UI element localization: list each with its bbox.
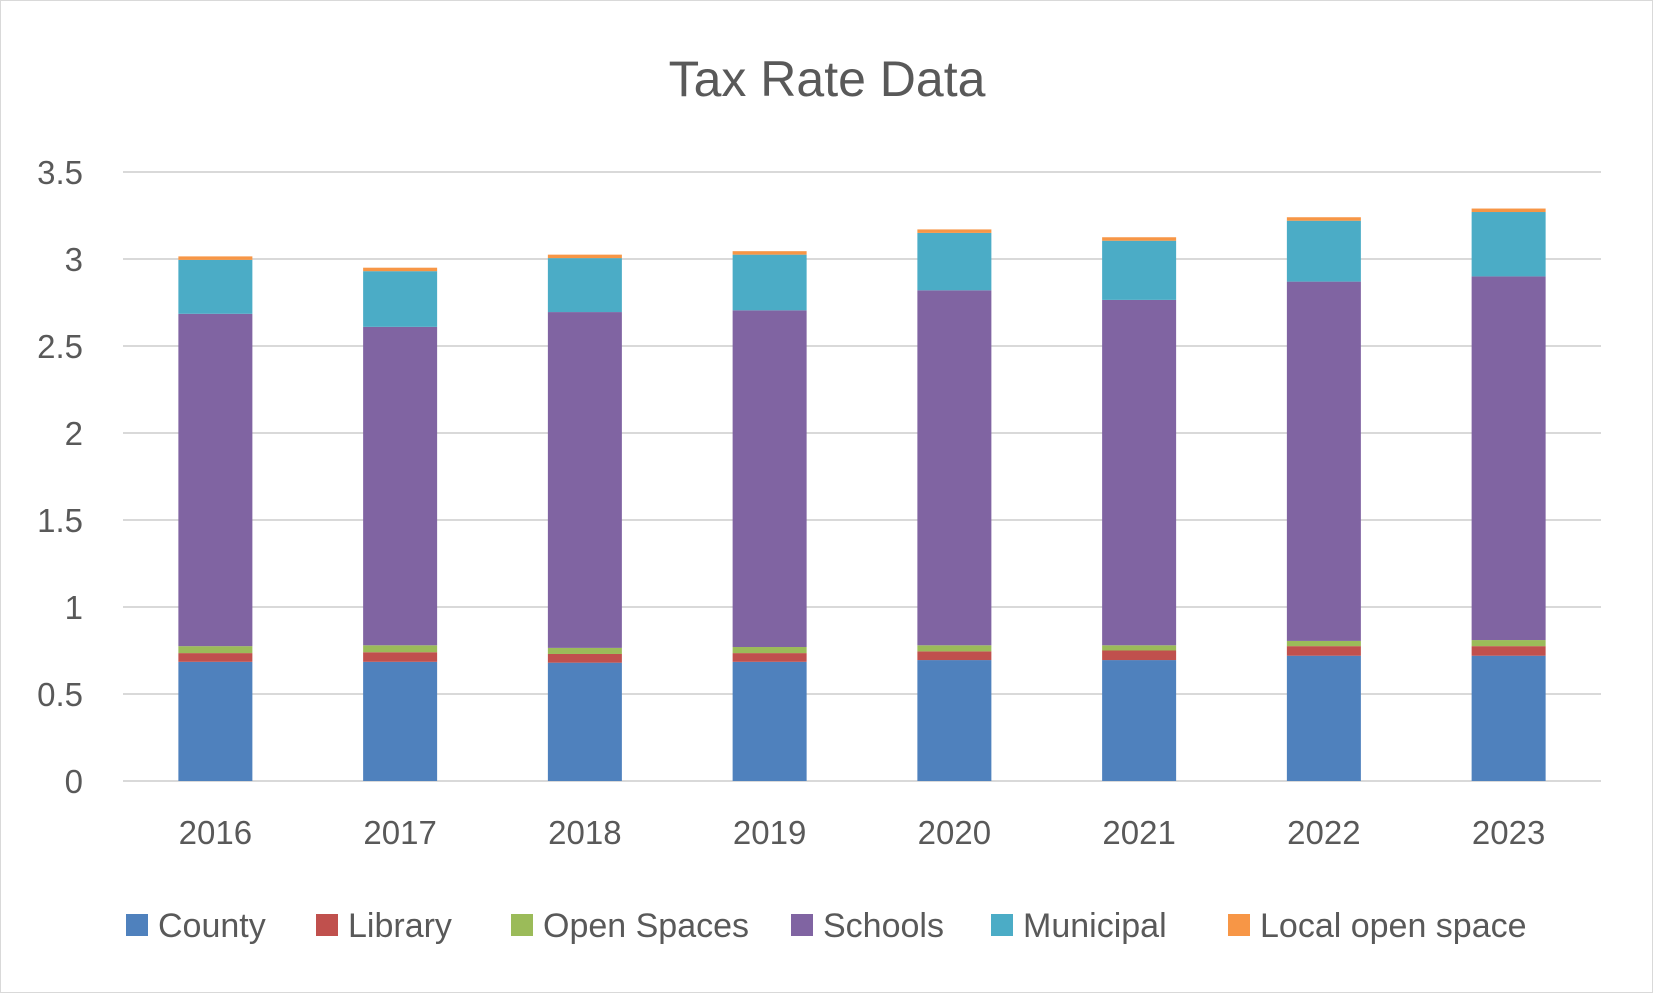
bar-segment-local-open-space	[1286, 217, 1361, 221]
bar-segment-open-spaces	[732, 647, 807, 654]
bar-segment-open-spaces	[1102, 645, 1177, 651]
grid-layer	[123, 171, 1601, 782]
x-tick-label: 2022	[1287, 814, 1360, 851]
y-tick-label: 3	[65, 241, 83, 278]
legend-swatch	[991, 914, 1013, 936]
legend-label: Municipal	[1023, 907, 1167, 945]
bar-segment-open-spaces	[1286, 640, 1361, 647]
y-tick-label: 3.5	[37, 154, 83, 191]
chart-title: Tax Rate Data	[669, 51, 986, 107]
bar-segment-schools	[1471, 276, 1546, 641]
bar-segment-county	[1471, 655, 1546, 781]
legend-swatch	[791, 914, 813, 936]
bar-segment-county	[732, 661, 807, 781]
legend-label: Local open space	[1260, 907, 1527, 945]
x-tick-label: 2020	[918, 814, 991, 851]
bar-segment-schools	[363, 326, 438, 646]
bar-segment-county	[917, 660, 992, 781]
bar-segment-library	[1102, 650, 1177, 661]
bar-segment-municipal	[363, 271, 438, 327]
bar-segment-schools	[1102, 299, 1177, 646]
bar-segment-local-open-space	[547, 254, 622, 259]
bar-segment-municipal	[547, 258, 622, 313]
bar-segment-library	[732, 653, 807, 662]
x-tick-label: 2021	[1102, 814, 1175, 851]
bar-segment-municipal	[732, 254, 807, 311]
y-tick-label: 2	[65, 415, 83, 452]
bar-segment-municipal	[1102, 240, 1177, 300]
bar-segment-municipal	[1286, 220, 1361, 282]
legend-item: Municipal	[991, 907, 1167, 945]
bar-segment-open-spaces	[363, 645, 438, 653]
legend-item: County	[126, 907, 266, 945]
bar-segment-county	[1286, 655, 1361, 781]
bar-segment-schools	[547, 312, 622, 648]
bar-segment-schools	[1286, 281, 1361, 641]
bar-segment-library	[917, 651, 992, 661]
bar-segment-library	[547, 653, 622, 663]
bar-segment-local-open-space	[917, 229, 992, 233]
bar-segment-open-spaces	[917, 645, 992, 652]
legend-label: County	[158, 907, 266, 945]
bar-segment-county	[1102, 660, 1177, 781]
bars-layer	[178, 208, 1546, 781]
y-axis-labels: 0 0.5 1 1.5 2 2.5 3 3.5	[37, 154, 83, 800]
x-tick-label: 2019	[733, 814, 806, 851]
bar-segment-municipal	[917, 232, 992, 291]
legend-swatch	[316, 914, 338, 936]
x-axis-labels: 2016 2017 2018 2019 2020 2021 2022 2023	[179, 814, 1546, 851]
bar-segment-schools	[917, 290, 992, 646]
legend-item: Schools	[791, 907, 944, 945]
legend-item: Open Spaces	[511, 907, 749, 945]
legend-item: Library	[316, 907, 452, 945]
legend-swatch	[511, 914, 533, 936]
bar-segment-library	[1286, 646, 1361, 656]
y-tick-label: 0.5	[37, 676, 83, 713]
legend-swatch	[126, 914, 148, 936]
bar-segment-local-open-space	[1471, 208, 1546, 213]
legend-item: Local open space	[1228, 907, 1527, 945]
x-tick-label: 2023	[1472, 814, 1545, 851]
legend-label: Library	[348, 907, 452, 945]
bar-segment-library	[363, 652, 438, 662]
x-tick-label: 2017	[363, 814, 436, 851]
bar-segment-open-spaces	[1471, 640, 1546, 647]
legend: County Library Open Spaces Schools Municipal…	[126, 907, 1527, 945]
bar-segment-open-spaces	[547, 647, 622, 654]
bar-segment-local-open-space	[178, 256, 253, 260]
bar-segment-county	[363, 661, 438, 781]
bar-segment-open-spaces	[178, 646, 253, 654]
bar-segment-county	[178, 661, 253, 781]
x-tick-label: 2018	[548, 814, 621, 851]
bar-segment-library	[178, 653, 253, 662]
y-tick-label: 1	[65, 589, 83, 626]
bar-segment-local-open-space	[732, 251, 807, 255]
legend-label: Schools	[823, 907, 944, 945]
bar-segment-municipal	[1471, 212, 1546, 277]
legend-label: Open Spaces	[543, 907, 749, 945]
bar-segment-municipal	[178, 259, 253, 314]
bar-segment-library	[1471, 646, 1546, 656]
y-tick-label: 2.5	[37, 328, 83, 365]
y-tick-label: 0	[65, 763, 83, 800]
bar-segment-local-open-space	[1102, 237, 1177, 241]
legend-swatch	[1228, 914, 1250, 936]
x-tick-label: 2016	[179, 814, 252, 851]
y-tick-label: 1.5	[37, 502, 83, 539]
bar-segment-county	[547, 662, 622, 781]
bar-segment-schools	[178, 313, 253, 647]
bar-segment-local-open-space	[363, 267, 438, 272]
bar-segment-schools	[732, 310, 807, 648]
